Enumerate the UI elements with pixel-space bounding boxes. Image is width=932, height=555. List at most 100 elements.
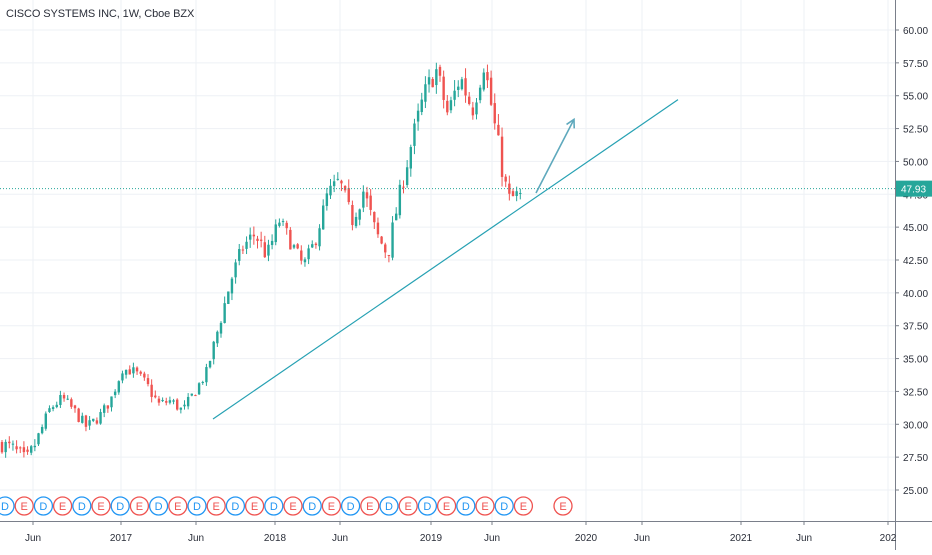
- candle-body: [270, 240, 274, 246]
- candle-body: [84, 415, 88, 427]
- candle-body: [4, 441, 7, 453]
- dividend-marker: [456, 496, 476, 516]
- event-marker-label: D: [347, 501, 355, 513]
- y-tick-label: 40.00: [903, 289, 928, 300]
- candle-body: [176, 399, 179, 410]
- candle-body: [296, 244, 299, 249]
- event-marker-label: D: [385, 501, 393, 513]
- candle-body: [416, 110, 420, 122]
- dividend-marker: [340, 496, 361, 516]
- candle-body: [278, 222, 281, 226]
- earnings-marker: [436, 496, 457, 516]
- candle-body: [362, 191, 365, 208]
- x-tick-label: Jun: [25, 533, 41, 544]
- candle-body: [252, 234, 256, 237]
- x-tick-label: 202: [880, 533, 897, 544]
- candle-body: [468, 96, 471, 104]
- candle-body: [179, 407, 183, 410]
- event-marker-label: D: [1, 501, 9, 513]
- earnings-marker: [283, 496, 303, 516]
- candle-body: [201, 381, 204, 383]
- candle-body: [227, 291, 230, 304]
- candle-body: [373, 211, 376, 223]
- y-tick-label: 37.50: [903, 322, 928, 333]
- candle-body: [106, 405, 110, 409]
- candle-body: [223, 303, 226, 323]
- candle-body: [438, 66, 442, 76]
- candle-body: [274, 224, 277, 243]
- candle-body: [168, 400, 172, 403]
- candle-body: [387, 254, 391, 256]
- dividend-marker: [494, 496, 514, 516]
- candle-body: [515, 191, 518, 197]
- earnings-marker: [513, 496, 534, 516]
- last-price-label-bg: [896, 180, 932, 197]
- candle-body: [139, 371, 142, 374]
- candle-body: [161, 399, 164, 402]
- candle-body: [157, 398, 161, 403]
- event-marker-label: D: [462, 501, 470, 513]
- candle-body: [493, 103, 496, 124]
- candle-body: [113, 391, 117, 396]
- candle-body: [245, 241, 248, 249]
- candle-body: [384, 244, 387, 253]
- candle-body: [19, 447, 22, 449]
- candle-body: [88, 420, 91, 426]
- dividend-marker: [148, 496, 169, 516]
- candle-body: [318, 228, 321, 247]
- candle-body: [471, 107, 475, 116]
- candle-body: [347, 188, 350, 203]
- dividend-marker: [110, 496, 130, 516]
- event-marker-label: E: [174, 501, 181, 513]
- event-marker-label: D: [500, 501, 508, 513]
- candle-body: [263, 242, 266, 258]
- event-marker-label: D: [78, 501, 86, 513]
- candle-body: [358, 209, 361, 220]
- candle-body: [307, 248, 310, 260]
- candle-body: [343, 185, 347, 191]
- candle-body: [26, 449, 29, 452]
- dividend-marker: [417, 496, 438, 516]
- event-marker-label: E: [366, 501, 373, 513]
- earnings-marker: [206, 496, 226, 516]
- y-tick-label: 45.00: [903, 223, 928, 234]
- event-marker-label: E: [251, 501, 258, 513]
- candle-body: [322, 205, 325, 230]
- earnings-marker: [52, 496, 73, 516]
- earnings-marker: [168, 496, 188, 516]
- event-marker-label: E: [520, 501, 527, 513]
- candle-body: [511, 191, 515, 197]
- candle-body: [205, 367, 208, 383]
- candle-body: [165, 401, 168, 403]
- x-tick-label: Jun: [796, 533, 812, 544]
- candle-body: [380, 236, 383, 244]
- candle-body: [486, 72, 489, 81]
- candle-body: [504, 176, 507, 182]
- candle-body: [460, 79, 464, 90]
- candle-body: [249, 234, 252, 240]
- event-marker-label: D: [270, 501, 278, 513]
- candle-body: [289, 229, 292, 250]
- candle-body: [124, 369, 128, 375]
- candle-body: [259, 239, 263, 241]
- candle-body: [413, 123, 416, 146]
- earnings-marker: [553, 496, 573, 516]
- candle-body: [314, 243, 318, 246]
- dividend-marker: [379, 496, 399, 516]
- dividend-marker: [72, 496, 92, 516]
- candle-body: [190, 393, 193, 396]
- earnings-marker: [398, 496, 418, 516]
- candle-body: [212, 341, 215, 360]
- candle-body: [146, 378, 150, 385]
- event-marker-label: D: [423, 501, 431, 513]
- earnings-marker: [244, 496, 265, 516]
- x-tick-label: 2017: [110, 533, 133, 544]
- candle-body: [453, 90, 456, 100]
- candle-body: [303, 259, 307, 263]
- event-marker-label: D: [116, 501, 124, 513]
- dividend-marker: [33, 496, 54, 516]
- candle-body: [427, 77, 431, 85]
- event-marker-label: D: [39, 501, 47, 513]
